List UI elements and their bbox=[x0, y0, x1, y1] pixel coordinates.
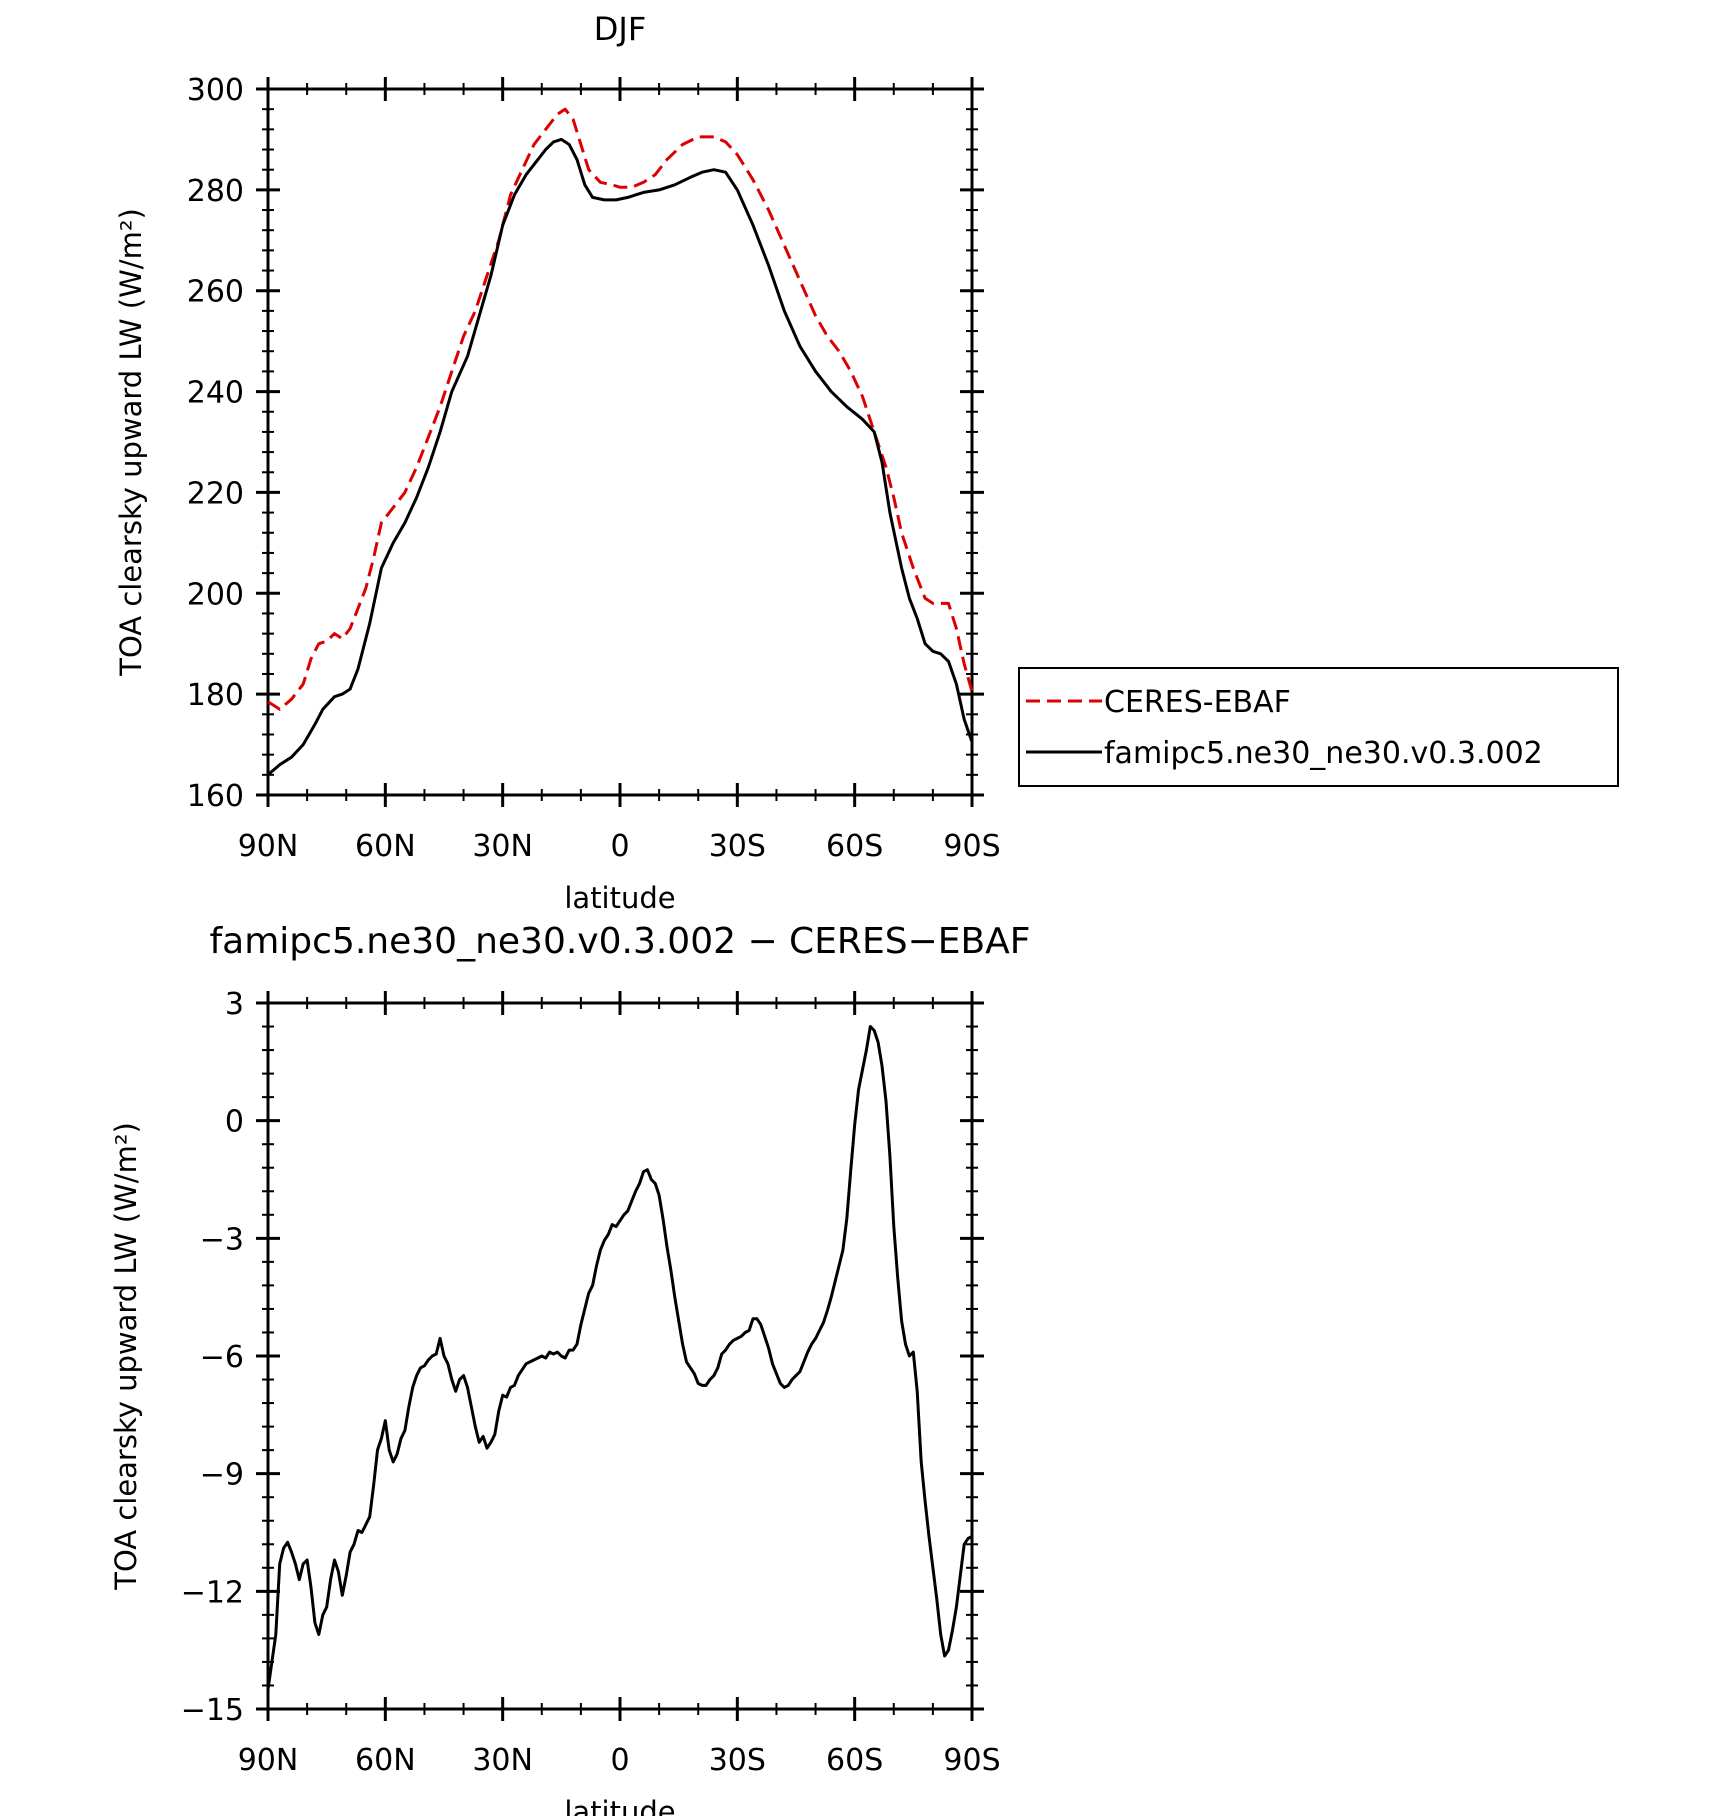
bottom-panel: famipc5.ne30_ne30.v0.3.002 − CERES−EBAF … bbox=[109, 921, 1031, 1816]
bottom-series bbox=[266, 1025, 973, 1690]
top-axis-ticks bbox=[256, 77, 984, 807]
y-tick-label: 280 bbox=[187, 174, 244, 209]
x-tick-label: 30S bbox=[709, 829, 766, 864]
y-tick-label: 300 bbox=[187, 73, 244, 108]
legend-label-famipc5: famipc5.ne30_ne30.v0.3.002 bbox=[1104, 736, 1543, 771]
bottom-axis-ticks bbox=[256, 991, 984, 1721]
legend-box bbox=[1018, 667, 1619, 787]
x-tick-label: 90N bbox=[238, 829, 299, 864]
y-tick-label: 0 bbox=[225, 1105, 244, 1140]
y-tick-label: 180 bbox=[187, 678, 244, 713]
x-tick-label: 60N bbox=[355, 829, 416, 864]
legend: CERES-EBAF famipc5.ne30_ne30.v0.3.002 bbox=[1018, 667, 1619, 787]
series-line-difference bbox=[266, 1025, 973, 1690]
bottom-y-tick-labels: −15 −12 −9 −6 −3 0 3 bbox=[181, 987, 244, 1728]
y-tick-label: 3 bbox=[225, 987, 244, 1022]
top-series bbox=[267, 107, 974, 776]
x-tick-label: 30S bbox=[709, 1743, 766, 1778]
x-tick-label: 60S bbox=[826, 829, 883, 864]
x-tick-label: 30N bbox=[472, 1743, 533, 1778]
y-tick-label: 220 bbox=[187, 476, 244, 511]
y-tick-label: 260 bbox=[187, 275, 244, 310]
y-tick-label: −12 bbox=[181, 1575, 244, 1610]
x-tick-label: 90S bbox=[943, 1743, 1000, 1778]
series-line-famipc5-ne30-ne30-v0-3-002 bbox=[267, 137, 974, 776]
top-x-axis-label: latitude bbox=[564, 881, 675, 915]
x-tick-label: 60S bbox=[826, 1743, 883, 1778]
top-panel: DJF 160 180 200 220 240 260 280 300 90N 60N 30N 0 3… bbox=[114, 10, 1001, 915]
y-tick-label: 160 bbox=[187, 779, 244, 814]
y-tick-label: −3 bbox=[200, 1222, 244, 1257]
x-tick-label: 90N bbox=[238, 1743, 299, 1778]
x-tick-label: 90S bbox=[943, 829, 1000, 864]
y-tick-label: −9 bbox=[200, 1458, 244, 1493]
top-x-tick-labels: 90N 60N 30N 0 30S 60S 90S bbox=[238, 829, 1001, 864]
bottom-x-tick-labels: 90N 60N 30N 0 30S 60S 90S bbox=[238, 1743, 1001, 1778]
top-y-tick-labels: 160 180 200 220 240 260 280 300 bbox=[187, 73, 244, 814]
bottom-y-axis-label: TOA clearsky upward LW (W/m²) bbox=[109, 1122, 143, 1591]
top-y-axis-label: TOA clearsky upward LW (W/m²) bbox=[114, 208, 148, 677]
bottom-x-axis-label: latitude bbox=[564, 1795, 675, 1816]
y-tick-label: −6 bbox=[200, 1340, 244, 1375]
x-tick-label: 0 bbox=[610, 1743, 629, 1778]
x-tick-label: 0 bbox=[610, 829, 629, 864]
y-tick-label: 240 bbox=[187, 376, 244, 411]
x-tick-label: 30N bbox=[472, 829, 533, 864]
top-title: DJF bbox=[594, 10, 646, 48]
y-tick-label: −15 bbox=[181, 1693, 244, 1728]
bottom-title: famipc5.ne30_ne30.v0.3.002 − CERES−EBAF bbox=[210, 921, 1031, 962]
y-tick-label: 200 bbox=[187, 577, 244, 612]
x-tick-label: 60N bbox=[355, 1743, 416, 1778]
legend-label-ceres-ebaf: CERES-EBAF bbox=[1104, 685, 1291, 720]
